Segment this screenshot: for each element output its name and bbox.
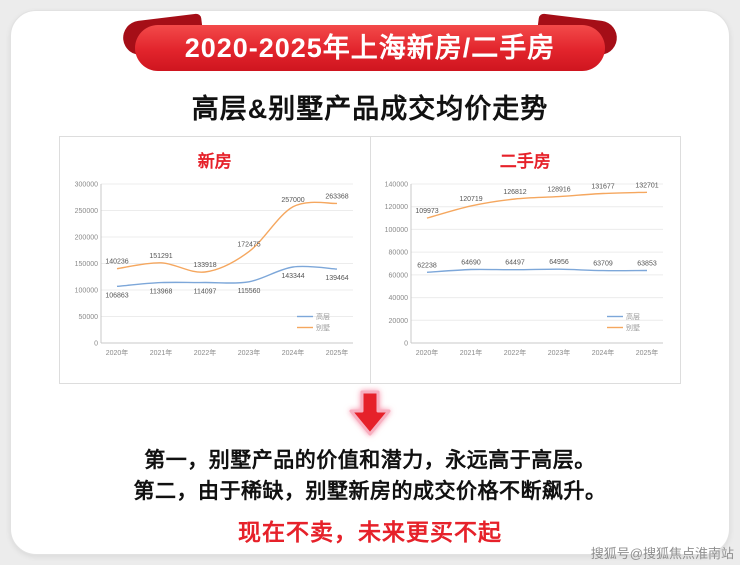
svg-text:257000: 257000 [281, 197, 304, 204]
svg-text:高层: 高层 [316, 312, 330, 321]
svg-text:120000: 120000 [385, 204, 408, 211]
svg-text:2024年: 2024年 [281, 348, 304, 357]
svg-text:128916: 128916 [548, 187, 571, 194]
svg-text:64956: 64956 [550, 259, 570, 266]
svg-text:2023年: 2023年 [237, 348, 260, 357]
svg-text:140000: 140000 [385, 182, 408, 189]
conclusion-line-2: 第二，由于稀缺，别墅新房的成交价格不断飙升。 [133, 480, 607, 503]
svg-text:63709: 63709 [594, 261, 614, 268]
svg-text:2022年: 2022年 [193, 348, 216, 357]
svg-text:200000: 200000 [74, 235, 97, 242]
svg-text:151291: 151291 [149, 253, 172, 260]
svg-text:126812: 126812 [504, 189, 527, 196]
svg-text:高层: 高层 [626, 312, 640, 321]
conclusion-text: 第一，别墅产品的价值和潜力，永远高于高层。 第二，由于稀缺，别墅新房的成交价格不… [11, 445, 729, 507]
svg-text:64497: 64497 [506, 260, 526, 267]
conclusion-line-1: 第一，别墅产品的价值和潜力，永远高于高层。 [144, 449, 596, 472]
svg-text:131677: 131677 [592, 183, 615, 190]
line-chart-secondhand: 0 20000 40000 60000 80000 100000 120000 140000 2… [373, 172, 679, 377]
down-arrow-icon [11, 390, 729, 441]
conclusion-highlight: 现在不卖，未来更买不起 [238, 519, 502, 545]
charts-container: 新房 0 50000 100000 150000 200000 250000 300000 2… [59, 136, 681, 384]
svg-text:2020年: 2020年 [416, 348, 439, 357]
chart-panel-secondhand: 二手房 0 20000 40000 60000 80000 100000 120000 140… [369, 137, 681, 383]
svg-text:109973: 109973 [416, 208, 439, 215]
svg-text:2023年: 2023年 [548, 348, 571, 357]
svg-text:115560: 115560 [237, 288, 260, 295]
ribbon-banner: 2020-2025年上海新房/二手房 [135, 25, 605, 71]
svg-text:106863: 106863 [105, 292, 128, 299]
svg-text:150000: 150000 [74, 261, 97, 268]
svg-text:133918: 133918 [193, 262, 216, 269]
svg-text:2022年: 2022年 [504, 348, 527, 357]
svg-text:140236: 140236 [105, 259, 128, 266]
watermark: 搜狐号@搜狐焦点淮南站 [590, 546, 734, 561]
svg-text:100000: 100000 [74, 288, 97, 295]
svg-text:113968: 113968 [149, 289, 172, 296]
svg-text:2020年: 2020年 [105, 348, 128, 357]
chart-title-secondhand: 二手房 [499, 152, 551, 171]
page-title: 高层&别墅产品成交均价走势 [191, 94, 549, 124]
svg-text:120719: 120719 [460, 196, 483, 203]
svg-text:139464: 139464 [325, 275, 348, 282]
svg-text:172475: 172475 [237, 242, 260, 249]
svg-text:63853: 63853 [638, 260, 658, 267]
svg-text:64690: 64690 [462, 260, 482, 267]
svg-text:50000: 50000 [78, 314, 98, 321]
svg-text:100000: 100000 [385, 227, 408, 234]
svg-text:263368: 263368 [325, 193, 348, 200]
svg-text:别墅: 别墅 [626, 323, 640, 332]
svg-text:143344: 143344 [281, 273, 304, 280]
svg-text:300000: 300000 [74, 182, 97, 189]
svg-text:62238: 62238 [418, 262, 438, 269]
svg-text:0: 0 [404, 341, 408, 348]
chart-panel-new-homes: 新房 0 50000 100000 150000 200000 250000 300000 2… [60, 137, 370, 383]
svg-text:80000: 80000 [389, 250, 409, 257]
chart-title-new-homes: 新房 [197, 152, 232, 171]
svg-text:2025年: 2025年 [325, 348, 348, 357]
svg-text:20000: 20000 [389, 318, 409, 325]
banner-title: 2020-2025年上海新房/二手房 [135, 25, 605, 71]
svg-text:250000: 250000 [74, 208, 97, 215]
svg-text:40000: 40000 [389, 295, 409, 302]
line-chart-new-homes: 0 50000 100000 150000 200000 250000 300000 2020… [62, 172, 368, 377]
svg-text:2024年: 2024年 [592, 348, 615, 357]
svg-text:0: 0 [94, 341, 98, 348]
infographic-card: 2020-2025年上海新房/二手房 高层&别墅产品成交均价走势 新房 0 500… [10, 10, 730, 555]
svg-text:2021年: 2021年 [149, 348, 172, 357]
svg-text:60000: 60000 [389, 272, 409, 279]
svg-text:2025年: 2025年 [636, 348, 659, 357]
svg-text:2021年: 2021年 [460, 348, 483, 357]
svg-text:别墅: 别墅 [316, 323, 330, 332]
svg-text:132701: 132701 [636, 182, 659, 189]
svg-text:114097: 114097 [193, 289, 216, 296]
